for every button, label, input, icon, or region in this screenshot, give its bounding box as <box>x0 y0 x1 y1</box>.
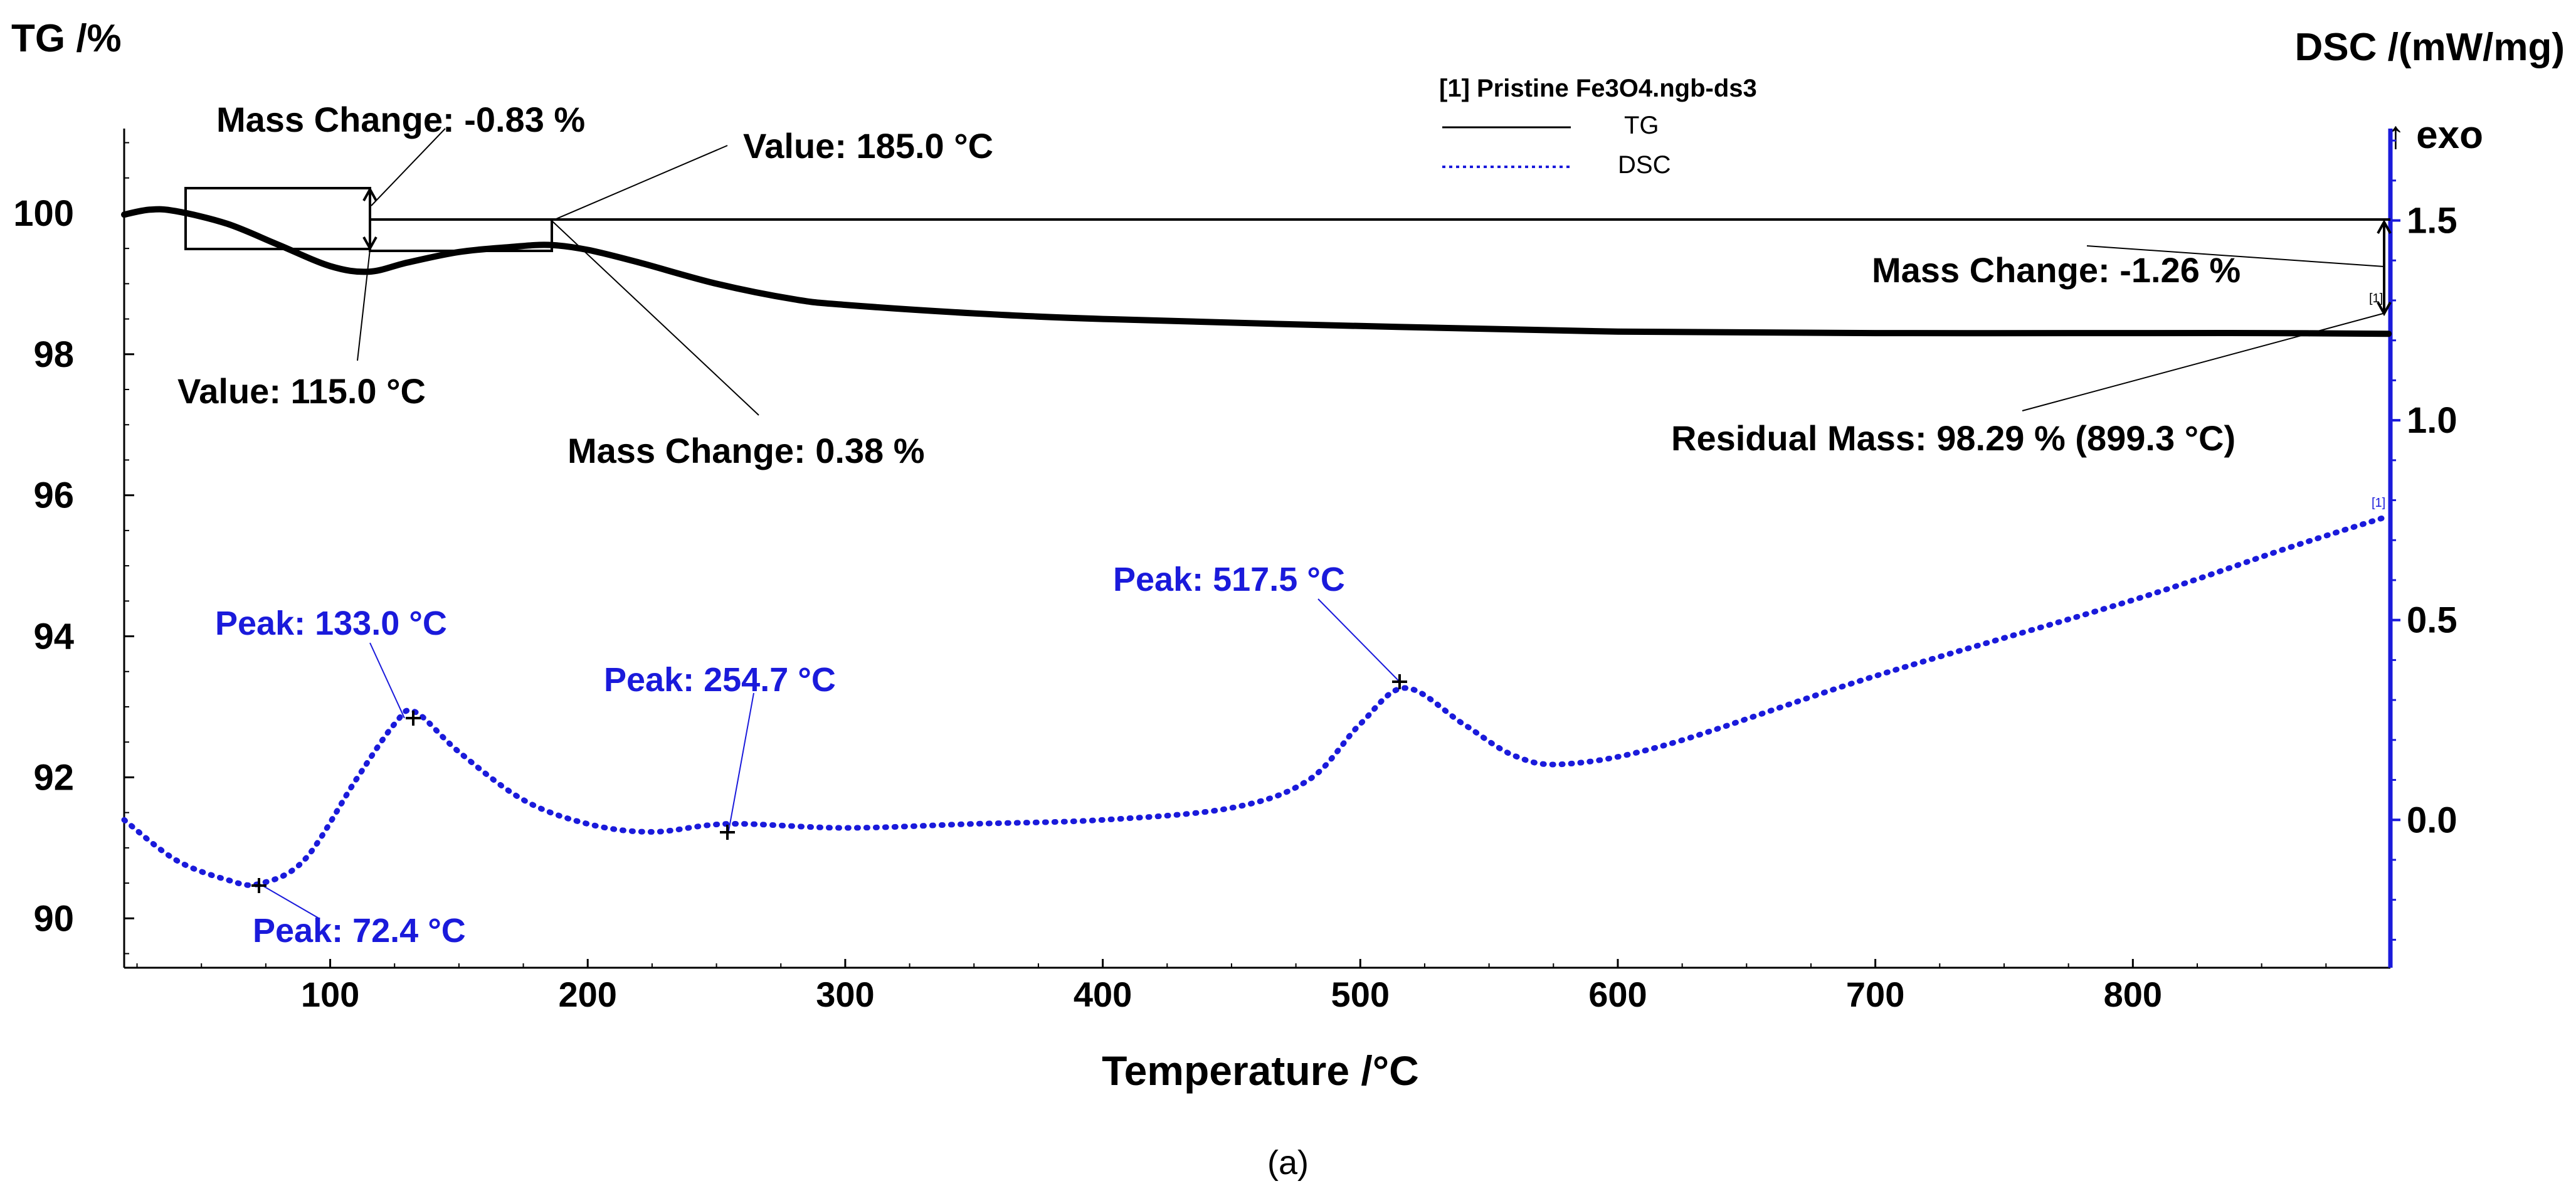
x-tick-label: 700 <box>1846 975 1904 1014</box>
annotation-value-185: Value: 185.0 °C <box>743 126 993 166</box>
dsc-end-marker: [1] <box>2372 496 2385 510</box>
axis-ticks: 100 200 300 400 500 600 700 800 90 92 94 96 98 100 0.0… <box>13 139 2457 1014</box>
y-right-tick-label: 0.5 <box>2407 600 2457 641</box>
peak-marker-254 <box>720 825 735 840</box>
tg-end-marker: [1] <box>2369 292 2383 305</box>
annotation-peak-517: Peak: 517.5 °C <box>1113 561 1345 598</box>
leader-peak-517 <box>1317 598 1399 681</box>
figure-caption: (a) <box>1267 1144 1309 1182</box>
mass-change-arrowheads-1 <box>362 186 377 251</box>
annotation-mass-change-2: Mass Change: 0.38 % <box>567 431 925 470</box>
x-tick-label: 400 <box>1074 975 1132 1014</box>
annotation-peak-72: Peak: 72.4 °C <box>253 912 466 950</box>
x-tick-label: 800 <box>2104 975 2162 1014</box>
legend: [1] Pristine Fe3O4.ngb-ds3 TG DSC <box>1439 75 1757 179</box>
y-right-axis-title: DSC /(mW/mg) <box>2294 26 2565 69</box>
annotation-peak-133: Peak: 133.0 °C <box>215 605 447 642</box>
y-left-tick-label: 90 <box>33 898 74 939</box>
legend-dsc-label: DSC <box>1618 151 1671 179</box>
leader-value-185 <box>551 145 728 221</box>
y-right-tick-label: 1.0 <box>2407 400 2457 441</box>
annotation-residual-mass: Residual Mass: 98.29 % (899.3 °C) <box>1671 418 2236 458</box>
x-tick-label: 200 <box>559 975 617 1014</box>
leader-mass-change-3 <box>2086 245 2385 267</box>
x-tick-label: 500 <box>1331 975 1390 1014</box>
annotation-leaders <box>260 128 2385 919</box>
y-left-tick-label: 96 <box>33 475 74 516</box>
annotation-mass-change-3: Mass Change: -1.26 % <box>1872 250 2241 290</box>
y-left-axis-title: TG /% <box>11 17 122 60</box>
annotation-peak-254: Peak: 254.7 °C <box>604 661 836 699</box>
x-tick-label: 100 <box>301 975 359 1014</box>
y-right-tick-label: 0.0 <box>2407 800 2457 840</box>
y-left-tick-label: 94 <box>33 617 74 657</box>
x-tick-label: 600 <box>1588 975 1647 1014</box>
tg-series-line <box>121 206 2392 337</box>
leader-peak-133 <box>369 642 405 719</box>
y-left-tick-label: 98 <box>33 334 74 375</box>
mass-change-arrowheads-2 <box>2377 219 2392 317</box>
leader-mass-change-1 <box>371 128 446 206</box>
peak-markers <box>251 674 1407 893</box>
x-tick-label: 300 <box>816 975 874 1014</box>
leader-value-115 <box>357 249 371 361</box>
legend-title: [1] Pristine Fe3O4.ngb-ds3 <box>1439 75 1757 102</box>
y-left-tick-label: 92 <box>33 757 74 798</box>
legend-tg-label: TG <box>1624 112 1659 139</box>
y-left-tick-label: 100 <box>13 193 74 234</box>
exo-direction-label: ↑ exo <box>2386 114 2483 157</box>
leader-residual-mass <box>2022 313 2383 411</box>
x-axis-title: Temperature /°C <box>1102 1047 1419 1094</box>
annotation-mass-change-1: Mass Change: -0.83 % <box>216 100 585 139</box>
leader-peak-254 <box>728 692 754 832</box>
peak-marker-72 <box>251 878 267 893</box>
peak-marker-133 <box>406 711 421 726</box>
annotation-value-115: Value: 115.0 °C <box>177 371 426 411</box>
leader-mass-change-2 <box>551 220 759 416</box>
peak-marker-517 <box>1392 674 1407 689</box>
leader-peak-72 <box>260 884 320 919</box>
y-right-tick-label: 1.5 <box>2407 201 2457 241</box>
